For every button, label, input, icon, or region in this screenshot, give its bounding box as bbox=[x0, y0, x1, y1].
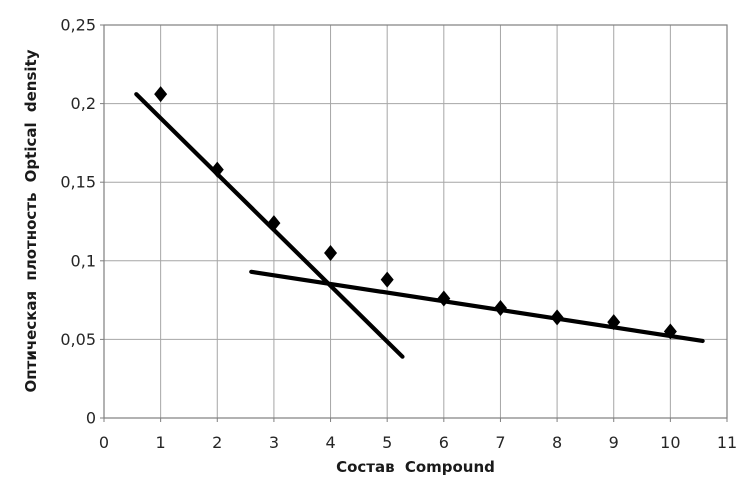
trendline-shallow bbox=[249, 269, 705, 344]
y-tick-label: 0,05 bbox=[60, 330, 96, 349]
x-tick-label: 3 bbox=[269, 433, 279, 452]
x-tick-label: 8 bbox=[552, 433, 562, 452]
y-tick-label: 0,2 bbox=[71, 94, 96, 113]
y-tick-label: 0,25 bbox=[60, 16, 96, 35]
x-tick-label: 2 bbox=[212, 433, 222, 452]
x-tick-label: 6 bbox=[439, 433, 449, 452]
trendline-steep bbox=[134, 92, 405, 359]
plot-border bbox=[103, 24, 728, 419]
y-tick-label: 0,1 bbox=[71, 251, 96, 270]
x-tick-label: 11 bbox=[717, 433, 737, 452]
x-tick-label: 4 bbox=[325, 433, 335, 452]
x-tick-label: 7 bbox=[495, 433, 505, 452]
x-tick-label: 0 bbox=[99, 433, 109, 452]
x-axis-title: Состав Compound bbox=[336, 458, 495, 476]
data-point-diamond bbox=[154, 86, 168, 103]
y-tick-label: 0,15 bbox=[60, 173, 96, 192]
x-tick-label: 10 bbox=[660, 433, 680, 452]
y-axis-title: Оптическая плотность Optical density bbox=[22, 49, 40, 393]
data-point-diamond bbox=[324, 244, 338, 261]
data-point-diamond bbox=[380, 271, 394, 288]
x-tick-label: 9 bbox=[609, 433, 619, 452]
x-tick-label: 1 bbox=[156, 433, 166, 452]
y-tick-label: 0 bbox=[86, 409, 96, 428]
x-tick-label: 5 bbox=[382, 433, 392, 452]
